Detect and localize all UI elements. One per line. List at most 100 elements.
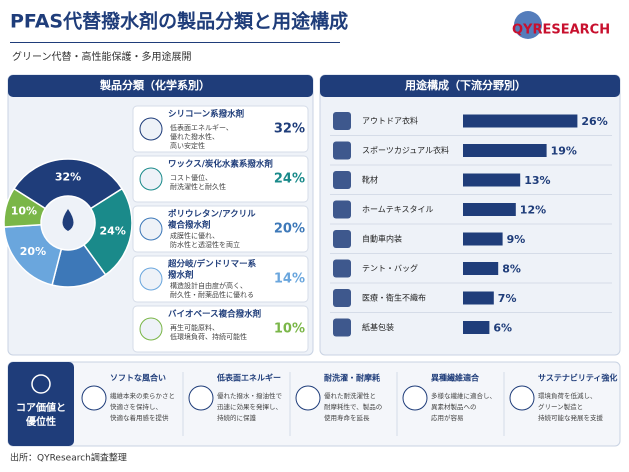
bar <box>463 262 499 275</box>
product-desc: 防水性と透湿性を両立 <box>170 240 240 249</box>
right-header-title: 用途構成（下流分野別） <box>405 78 526 92</box>
core-item-desc: 迅速に効果を発揮し、 <box>217 402 282 411</box>
bar-label: 13% <box>524 174 550 187</box>
bar-label: 8% <box>502 263 521 276</box>
star-icon <box>31 374 51 394</box>
product-name: シリコーン系撥水剤 <box>168 109 244 120</box>
product-share: 24% <box>274 172 305 187</box>
product-name: 撥水剤 <box>168 270 194 281</box>
bar <box>463 291 494 305</box>
bar <box>463 144 547 157</box>
bar <box>463 321 490 334</box>
core-icon <box>81 385 107 411</box>
left-header-title: 製品分類（化学系別） <box>99 78 210 92</box>
product-card <box>132 105 309 153</box>
donut-slice <box>82 187 133 276</box>
product-icon <box>139 317 163 341</box>
product-name: ワックス/炭化水素系撥水剤 <box>168 159 273 170</box>
product-desc: 再生可能原料、 <box>170 323 219 332</box>
slice-label: 32% <box>55 171 81 184</box>
core-item-desc: 応用が容易 <box>431 413 464 422</box>
product-card <box>132 305 309 353</box>
category-label: スポーツカジュアル衣料 <box>362 145 449 155</box>
core-item-desc: 優れた耐洗濯性と <box>324 391 376 400</box>
left-header <box>8 75 313 97</box>
bar-label: 19% <box>551 145 577 158</box>
core-item-title: 異種繊維適合 <box>431 373 480 383</box>
core-title: コア価値と <box>16 401 66 414</box>
product-name: バイオベース複合撥水剤 <box>168 309 261 320</box>
bar-label: 6% <box>493 322 512 335</box>
donut-slice <box>12 158 124 210</box>
core-item-desc: 異素材製品への <box>431 402 477 411</box>
product-icon <box>139 217 163 241</box>
core-item-title: ソフトな風合い <box>110 373 166 383</box>
product-card <box>132 155 309 203</box>
core-icon <box>509 385 535 411</box>
slice-label: 10% <box>11 205 37 218</box>
logo-globe <box>514 11 542 39</box>
core-icon <box>188 385 214 411</box>
product-card <box>132 205 309 253</box>
core-item-title: 耐洗濯・耐摩耗 <box>324 373 380 383</box>
slice-label: 20% <box>20 245 46 258</box>
product-name: 超分岐/デンドリマー系 <box>167 259 257 270</box>
bar-label: 9% <box>507 233 526 246</box>
drop-icon <box>62 209 74 231</box>
row-icon <box>333 318 351 337</box>
bar <box>463 173 521 187</box>
product-desc: 構造設計自由度が高く、 <box>170 281 247 290</box>
product-desc: 高い安定性 <box>170 141 205 150</box>
core-item-desc: 快適な着用感を提供 <box>110 413 169 422</box>
product-card <box>132 255 309 303</box>
bar <box>463 203 516 216</box>
category-label: 医療・衛生不織布 <box>362 293 426 303</box>
bar-label: 12% <box>520 204 546 217</box>
product-icon <box>139 117 163 141</box>
category-label: 靴材 <box>362 175 378 185</box>
core-item-desc: 優れた撥水・撥油性で <box>217 391 283 400</box>
core-item-title: 低表面エネルギー <box>216 373 281 383</box>
bar-label: 7% <box>498 292 517 305</box>
category-label: ホームテキスタイル <box>362 205 434 214</box>
category-label: アウトドア衣料 <box>362 116 418 126</box>
product-desc: 低表面エネルギー、 <box>170 123 233 132</box>
subtitle: グリーン代替・高性能保護・多用途展開 <box>12 50 192 63</box>
row-icon <box>333 200 351 219</box>
product-desc: 耐洗濯性と耐久性 <box>170 182 226 191</box>
core-item-desc: 持続的に保護 <box>217 413 257 422</box>
product-share: 10% <box>274 322 305 337</box>
product-icon <box>139 267 163 291</box>
row-icon <box>333 230 351 248</box>
logo: QYRESEARCH <box>512 23 610 38</box>
right-header <box>320 75 620 97</box>
row-icon <box>333 141 351 160</box>
core-item-title: サステナビリティ強化 <box>538 373 617 383</box>
donut-slice <box>3 187 47 228</box>
core-item-desc: 繊維本来の柔らかさと <box>110 391 175 400</box>
product-share: 20% <box>274 222 305 237</box>
product-share: 14% <box>274 272 305 287</box>
core-item-desc: 耐摩耗性で、製品の <box>324 402 382 411</box>
bar <box>463 232 503 246</box>
core-item-desc: 快適さを保持し、 <box>110 402 162 411</box>
core-title-box <box>8 362 74 446</box>
product-name: 複合撥水剤 <box>167 220 211 231</box>
product-desc: 耐久性・耐薬品性に優れる <box>170 290 254 299</box>
title-rule <box>10 42 340 43</box>
category-label: 自動車内装 <box>362 234 402 244</box>
category-label: テント・バッグ <box>362 263 418 273</box>
product-desc: コスト優位、 <box>170 173 212 182</box>
row-icon <box>333 112 351 130</box>
slice-label: 24% <box>100 225 126 238</box>
core-item-desc: 使用寿命を延長 <box>324 413 370 422</box>
core-item-desc: 多様な繊維に適合し、 <box>431 391 496 400</box>
bar-label: 26% <box>581 115 607 128</box>
bar <box>463 114 578 128</box>
product-desc: 成膜性に優れ、 <box>170 231 219 240</box>
product-desc: 低環境負荷、持続可能性 <box>170 332 247 341</box>
row-icon <box>333 259 351 278</box>
title: PFAS代替撥水剤の製品分類と用途構成 <box>10 10 348 33</box>
source: 出所：QYResearch調査整理 <box>10 452 127 464</box>
